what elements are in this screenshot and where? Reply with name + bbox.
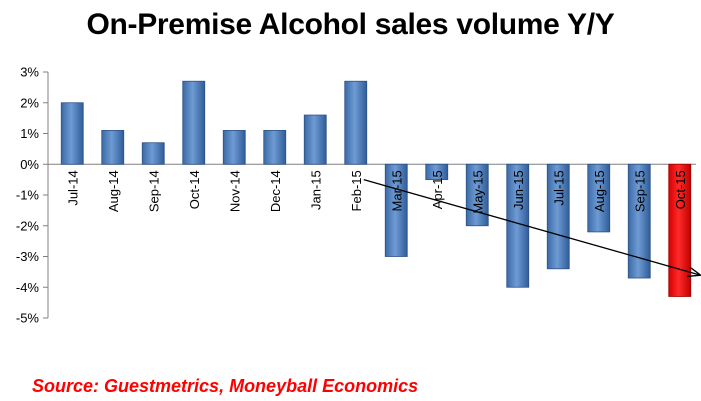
bar-apr-15 xyxy=(425,163,449,181)
bar-jan-15 xyxy=(303,114,327,165)
y-tick-label: -2% xyxy=(16,218,40,233)
x-tick-label: Sep-15 xyxy=(632,170,647,212)
x-tick-label: Oct-15 xyxy=(673,170,688,209)
bar-dec-14 xyxy=(263,130,287,165)
y-tick-label: 0% xyxy=(20,157,39,172)
x-tick-label: Sep-14 xyxy=(146,170,161,212)
bar-jul-15 xyxy=(546,163,570,270)
x-tick-label: Apr-15 xyxy=(430,170,445,209)
bar-aug-15 xyxy=(587,163,611,233)
chart-title: On-Premise Alcohol sales volume Y/Y xyxy=(86,8,615,41)
bar-sep-15 xyxy=(627,163,651,279)
y-tick-label: -4% xyxy=(16,280,40,295)
trend-arrow xyxy=(363,178,700,275)
y-tick-label: 1% xyxy=(20,126,39,141)
bar-nov-14 xyxy=(222,130,246,165)
y-tick-label: 3% xyxy=(20,65,39,80)
bar-aug-14 xyxy=(101,130,125,165)
x-tick-label: Jul-15 xyxy=(551,170,566,205)
y-tick-label: -1% xyxy=(16,188,40,203)
y-tick-label: -3% xyxy=(16,249,40,264)
x-tick-label: Aug-14 xyxy=(106,170,121,212)
x-tick-label: Dec-14 xyxy=(268,170,283,212)
x-tick-label: Jun-15 xyxy=(511,170,526,210)
source-note: Source: Guestmetrics, Moneyball Economic… xyxy=(32,376,419,396)
bar-sep-14 xyxy=(141,142,165,165)
x-tick-label: Mar-15 xyxy=(389,170,404,211)
x-tick-label: Jan-15 xyxy=(308,170,323,210)
bar-oct-14 xyxy=(182,80,206,165)
x-tick-label: Jul-14 xyxy=(65,170,80,205)
bar-oct-15 xyxy=(668,163,692,297)
y-tick-label: -5% xyxy=(16,311,40,326)
bar-jun-15 xyxy=(506,163,530,288)
bar-feb-15 xyxy=(344,80,368,165)
y-tick-label: 2% xyxy=(20,95,39,110)
x-tick-label: Oct-14 xyxy=(187,170,202,209)
x-tick-label: May-15 xyxy=(470,170,485,213)
x-tick-label: Nov-14 xyxy=(227,170,242,212)
bar-jul-14 xyxy=(60,102,84,165)
x-tick-label: Aug-15 xyxy=(592,170,607,212)
x-tick-label: Feb-15 xyxy=(349,170,364,211)
